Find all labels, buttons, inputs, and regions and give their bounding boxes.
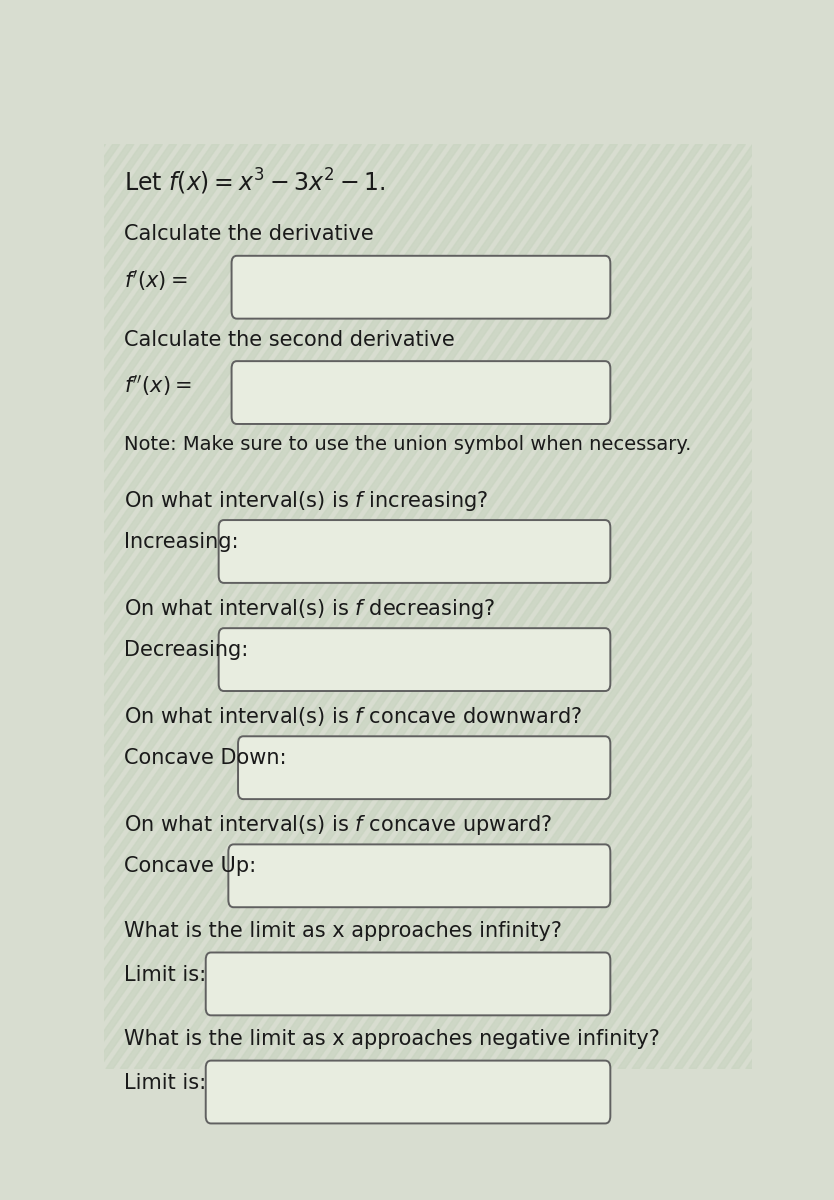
Text: What is the limit as x approaches negative infinity?: What is the limit as x approaches negati… bbox=[123, 1030, 660, 1049]
Text: Increasing:: Increasing: bbox=[123, 532, 239, 552]
Text: Concave Down:: Concave Down: bbox=[123, 749, 286, 768]
Text: On what interval(s) is $f$ increasing?: On what interval(s) is $f$ increasing? bbox=[123, 488, 488, 512]
FancyBboxPatch shape bbox=[219, 628, 610, 691]
Text: Calculate the derivative: Calculate the derivative bbox=[123, 224, 374, 245]
FancyBboxPatch shape bbox=[219, 520, 610, 583]
Text: Concave Up:: Concave Up: bbox=[123, 857, 256, 876]
Text: On what interval(s) is $f$ concave downward?: On what interval(s) is $f$ concave downw… bbox=[123, 704, 582, 728]
FancyBboxPatch shape bbox=[232, 361, 610, 424]
FancyBboxPatch shape bbox=[206, 1061, 610, 1123]
Text: What is the limit as x approaches infinity?: What is the limit as x approaches infini… bbox=[123, 922, 561, 941]
Text: $f'(x) =$: $f'(x) =$ bbox=[123, 268, 187, 293]
FancyBboxPatch shape bbox=[232, 256, 610, 319]
Text: Note: Make sure to use the union symbol when necessary.: Note: Make sure to use the union symbol … bbox=[123, 436, 691, 454]
Text: On what interval(s) is $f$ concave upward?: On what interval(s) is $f$ concave upwar… bbox=[123, 812, 552, 836]
Text: Limit is:: Limit is: bbox=[123, 1073, 206, 1093]
FancyBboxPatch shape bbox=[238, 737, 610, 799]
Text: Limit is:: Limit is: bbox=[123, 965, 206, 984]
FancyBboxPatch shape bbox=[229, 845, 610, 907]
Text: Decreasing:: Decreasing: bbox=[123, 640, 248, 660]
Text: $f''(x) =$: $f''(x) =$ bbox=[123, 373, 191, 398]
Text: Let $f(x) = x^3 - 3x^2 - 1$.: Let $f(x) = x^3 - 3x^2 - 1$. bbox=[123, 167, 385, 197]
Text: On what interval(s) is $f$ decreasing?: On what interval(s) is $f$ decreasing? bbox=[123, 596, 495, 620]
FancyBboxPatch shape bbox=[206, 953, 610, 1015]
Text: Calculate the second derivative: Calculate the second derivative bbox=[123, 330, 455, 349]
